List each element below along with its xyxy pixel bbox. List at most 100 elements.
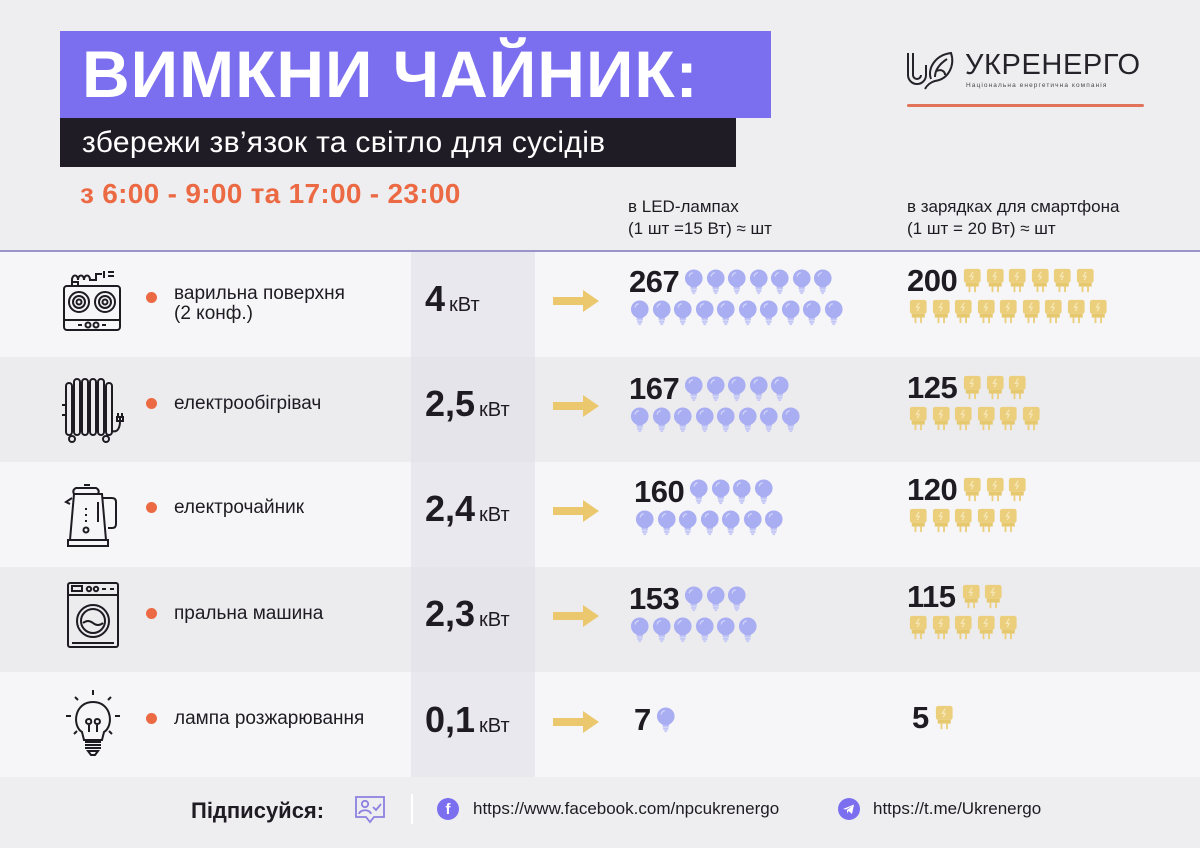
incandescent-bulb-icon — [62, 688, 124, 758]
led-bulb-icon — [672, 617, 694, 643]
led-bulb-icon — [694, 617, 716, 643]
kettle-icon — [62, 480, 124, 550]
phone-charger-icon — [907, 615, 930, 641]
bullet-dot — [146, 713, 157, 724]
led-bulb-icon — [672, 300, 694, 326]
led-bulb-icon — [699, 510, 721, 536]
phone-charger-icon — [933, 705, 956, 731]
led-bulb-icon — [748, 376, 770, 402]
phone-charger-icon — [952, 508, 975, 534]
charger-count: 5 — [912, 700, 929, 735]
phone-charger-icon — [907, 299, 930, 325]
facebook-icon[interactable]: f — [437, 798, 459, 820]
phone-charger-icon — [961, 268, 984, 294]
phone-charger-icon — [1029, 268, 1052, 294]
led-bulb-icon — [715, 300, 737, 326]
phone-charger-icon — [1074, 268, 1097, 294]
power-number: 0,1 — [425, 699, 476, 740]
led-bulb-icon — [683, 376, 705, 402]
phone-charger-icon — [982, 584, 1005, 610]
led-bulb-icon — [677, 510, 699, 536]
headline-banner: ВИМКНИ ЧАЙНИК: — [60, 31, 771, 118]
power-column-cell — [411, 357, 535, 462]
phone-charger-icon — [961, 477, 984, 503]
peak-hours-text: з 6:00 - 9:00 та 17:00 - 23:00 — [80, 178, 461, 209]
led-bulb-icon — [694, 300, 716, 326]
led-count: 160 — [634, 474, 685, 509]
led-bulb-icon — [769, 376, 791, 402]
led-bulb-icon — [726, 269, 748, 295]
charger-count: 200 — [907, 263, 958, 298]
arrow-right-icon — [553, 395, 599, 417]
appliance-table: варильна поверхня (2 конф.) 4 кВт 267 200 елек… — [0, 250, 1200, 777]
facebook-link[interactable]: https://www.facebook.com/npcukrenergo — [473, 799, 780, 818]
led-header-line2: (1 шт =15 Вт) ≈ шт — [628, 219, 772, 238]
power-unit: кВт — [479, 399, 510, 421]
phone-charger-icon — [1020, 406, 1043, 432]
arrow-right-icon — [553, 500, 599, 522]
led-bulb-icon — [651, 407, 673, 433]
phone-charger-icon — [907, 508, 930, 534]
appliance-name: пральна машина — [174, 604, 323, 624]
washing-machine-icon — [62, 581, 124, 651]
table-row: варильна поверхня (2 конф.) 4 кВт 267 200 — [0, 252, 1200, 357]
led-bulb-icon — [801, 300, 823, 326]
charger-count: 115 — [907, 579, 956, 614]
led-bulb-icon — [715, 617, 737, 643]
phone-charger-icon — [952, 615, 975, 641]
led-bulb-icon — [823, 300, 845, 326]
led-bulb-icon — [672, 407, 694, 433]
telegram-icon[interactable] — [838, 798, 860, 820]
led-bulb-icon — [688, 479, 710, 505]
phone-charger-icon — [975, 615, 998, 641]
power-column-cell — [411, 252, 535, 357]
appliance-name-line1: лампа розжарювання — [174, 708, 365, 729]
led-bulb-icon — [629, 617, 651, 643]
appliance-name: електрочайник — [174, 498, 304, 518]
led-bulb-icon — [763, 510, 785, 536]
power-unit: кВт — [479, 609, 510, 631]
led-bulb-icon — [720, 510, 742, 536]
led-bulb-icon — [655, 707, 677, 733]
charger-count: 120 — [907, 472, 958, 507]
led-bulb-icon — [737, 300, 759, 326]
led-bulb-icon — [705, 269, 727, 295]
telegram-link[interactable]: https://t.me/Ukrenergo — [873, 799, 1042, 818]
table-row: лампа розжарювання 0,1 кВт 7 5 — [0, 672, 1200, 777]
led-bulb-icon — [629, 407, 651, 433]
led-bulb-icon — [812, 269, 834, 295]
phone-charger-icon — [984, 375, 1007, 401]
power-column-cell — [411, 462, 535, 567]
appliance-name: електрообігрівач — [174, 394, 321, 414]
led-bulb-icon — [705, 586, 727, 612]
led-bulb-icon — [715, 407, 737, 433]
phone-charger-icon — [984, 268, 1007, 294]
table-row: електрочайник 2,4 кВт 160 120 — [0, 462, 1200, 567]
led-bulb-icon — [651, 617, 673, 643]
led-bulb-icon — [683, 269, 705, 295]
led-bulb-icon — [656, 510, 678, 536]
power-number: 4 — [425, 278, 446, 319]
table-row: пральна машина 2,3 кВт 153 115 — [0, 567, 1200, 672]
led-bulb-icon — [731, 479, 753, 505]
led-bulb-icon — [758, 300, 780, 326]
led-count: 167 — [629, 371, 680, 406]
led-bulb-icon — [726, 586, 748, 612]
phone-charger-icon — [1065, 299, 1088, 325]
table-row: електрообігрівач 2,5 кВт 167 125 — [0, 357, 1200, 462]
phone-charger-icon — [1020, 299, 1043, 325]
appliance-name: лампа розжарювання — [174, 709, 364, 729]
led-bulb-icon — [694, 407, 716, 433]
appliance-name-line1: електрообігрівач — [174, 393, 322, 414]
appliance-name-line1: електрочайник — [174, 497, 305, 518]
phone-charger-icon — [1087, 299, 1110, 325]
phone-charger-icon — [997, 615, 1020, 641]
led-bulb-icon — [791, 269, 813, 295]
phone-charger-icon — [975, 406, 998, 432]
arrow-right-icon — [553, 605, 599, 627]
phone-charger-icon — [1042, 299, 1065, 325]
led-bulb-icon — [769, 269, 791, 295]
led-count: 153 — [629, 581, 680, 616]
bullet-dot — [146, 398, 157, 409]
led-bulb-icon — [634, 510, 656, 536]
